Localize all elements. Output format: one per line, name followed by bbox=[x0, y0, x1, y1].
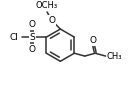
Text: Cl: Cl bbox=[10, 33, 19, 42]
Text: S: S bbox=[29, 33, 35, 42]
Text: O: O bbox=[48, 16, 55, 25]
Text: O: O bbox=[29, 45, 36, 54]
Text: O: O bbox=[29, 20, 36, 29]
Text: O: O bbox=[90, 36, 97, 45]
Text: CH₃: CH₃ bbox=[107, 52, 122, 61]
Text: OCH₃: OCH₃ bbox=[35, 1, 57, 10]
